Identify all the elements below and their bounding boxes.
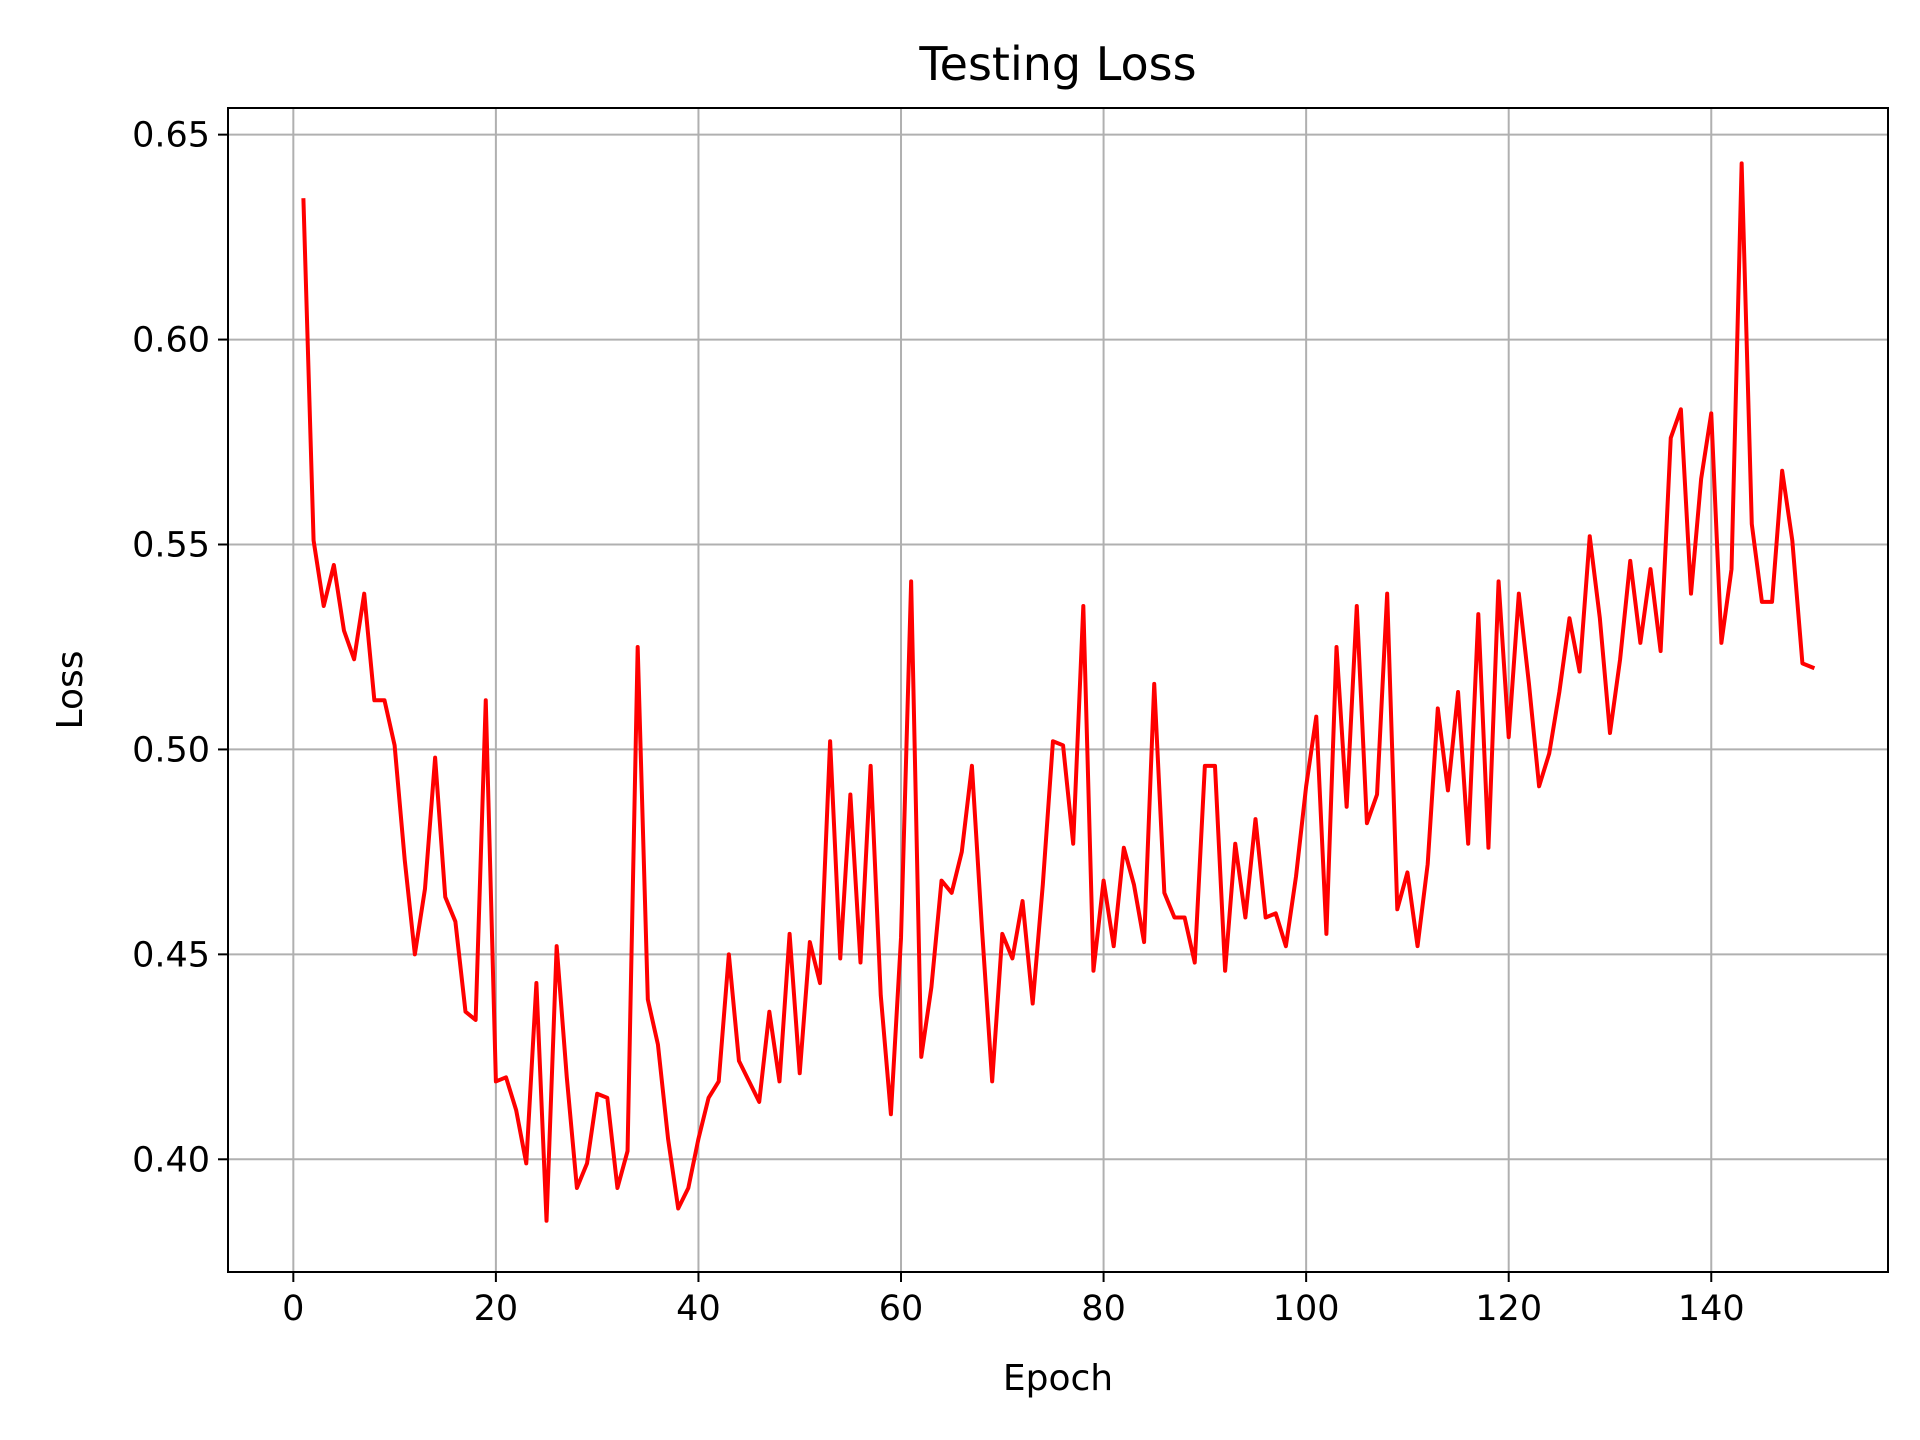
x-axis-label: Epoch xyxy=(1003,1358,1113,1399)
y-tick-label: 0.50 xyxy=(132,730,210,770)
chart-title: Testing Loss xyxy=(918,37,1196,91)
plot-frame xyxy=(227,107,1889,1273)
x-tick-label: 120 xyxy=(1475,1289,1542,1329)
x-tick-label: 100 xyxy=(1273,1289,1340,1329)
x-tick-label: 40 xyxy=(676,1289,721,1329)
grid-layer xyxy=(228,108,1888,1272)
x-tick-label: 20 xyxy=(474,1289,519,1329)
y-tick-label: 0.65 xyxy=(132,116,210,156)
series-line-0 xyxy=(301,161,1816,1223)
y-axis-label: Loss xyxy=(50,651,91,730)
tick-layer: 0 20 40 60 80 100 120 140 0.40 0.45 0.50 0.55 0.60 0.… xyxy=(132,116,1745,1329)
y-tick-label: 0.40 xyxy=(132,1140,210,1180)
x-tick-label: 80 xyxy=(1081,1289,1126,1329)
y-tick-label: 0.55 xyxy=(132,526,210,566)
x-tick-label: 60 xyxy=(879,1289,924,1329)
y-tick-label: 0.60 xyxy=(132,321,210,361)
x-tick-label: 0 xyxy=(282,1289,304,1329)
y-tick-label: 0.45 xyxy=(132,935,210,975)
x-tick-label: 140 xyxy=(1678,1289,1745,1329)
series-layer xyxy=(301,161,1816,1223)
